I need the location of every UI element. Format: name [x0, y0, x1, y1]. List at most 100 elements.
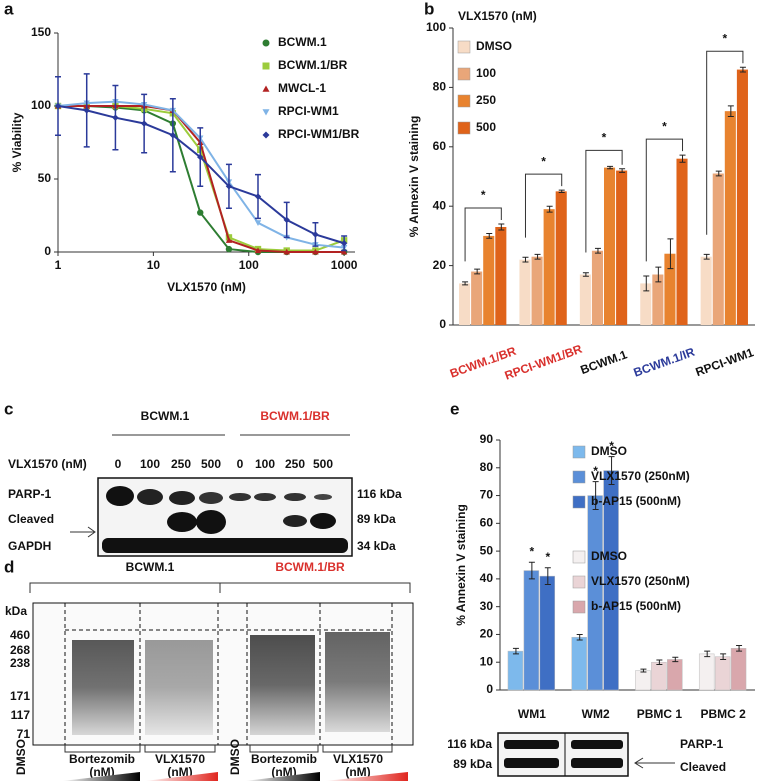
bar [652, 274, 664, 325]
marker [312, 231, 319, 238]
marker [225, 237, 233, 243]
error-bar [667, 238, 674, 270]
legend-label: 100 [476, 66, 496, 80]
annotation: * [541, 154, 546, 168]
error-bar [498, 223, 505, 231]
bracket [585, 149, 623, 253]
size-label: 116 kDa [447, 737, 492, 751]
lane-label: (nM) [167, 765, 192, 779]
bar [604, 167, 616, 325]
error-bar [486, 233, 493, 239]
marker [340, 248, 348, 255]
error-bar [546, 205, 553, 213]
panel-letter: e [450, 399, 459, 418]
y-tick-label: 150 [31, 25, 51, 39]
x-tick-label: PBMC 2 [700, 707, 746, 721]
marker-label: 238 [10, 656, 30, 670]
lane-label: 0 [115, 457, 122, 471]
bar [587, 495, 603, 691]
bar [667, 659, 683, 691]
error-bar [576, 633, 583, 641]
panel-letter: a [4, 0, 14, 18]
x-tick-label: WM1 [518, 707, 546, 721]
band [310, 513, 336, 529]
marker-label: 71 [17, 727, 31, 741]
legend-swatch [572, 445, 586, 459]
kda-title: kDa [5, 604, 27, 618]
band [571, 740, 623, 749]
marker-label: 117 [11, 708, 31, 722]
marker [112, 114, 119, 121]
bracket [706, 50, 744, 235]
y-tick-label: 90 [480, 432, 494, 446]
blot-d: BCWM.1 BCWM.1/BR kDa 460 268 238 171 117… [5, 560, 414, 781]
error-bar [656, 659, 663, 665]
lane-label: 500 [201, 457, 221, 471]
band [284, 493, 306, 501]
legend-label: DMSO [476, 39, 512, 53]
bar [635, 670, 651, 691]
group-label: BCWM.1 [126, 560, 175, 574]
marker [283, 216, 290, 224]
marker [54, 102, 62, 110]
x-tick-label: 1 [55, 258, 62, 272]
bar [571, 636, 587, 691]
marker [262, 39, 270, 47]
legend-label: BCWM.1/BR [278, 58, 348, 72]
legend-swatch [572, 550, 586, 564]
lane-label: VLX1570 [155, 752, 205, 766]
error-bar [522, 256, 529, 263]
y-tick-label: 0 [486, 682, 493, 696]
row-label: PARP-1 [8, 487, 51, 501]
x-tick-label: BCWM.1/IR [632, 345, 697, 380]
arrow [70, 526, 96, 538]
annotation: * [722, 31, 727, 45]
marker [254, 193, 262, 200]
marker [262, 62, 270, 70]
lane-label: (nM) [345, 765, 370, 779]
gradient [325, 772, 408, 781]
gradient [145, 772, 218, 781]
error-bar [474, 268, 481, 275]
error-bar [704, 650, 711, 658]
error-bar [608, 456, 615, 485]
size-label: 34 kDa [357, 539, 396, 553]
legend-label: 250 [476, 93, 496, 107]
series-line [57, 100, 345, 249]
smear [250, 635, 315, 735]
group-label: BCWM.1/BR [260, 409, 330, 423]
x-axis-label: VLX1570 (nM) [167, 280, 246, 294]
legend-label: b-AP15 (500nM) [591, 599, 681, 613]
group-label: BCWM.1/BR [275, 560, 345, 574]
error-bar [544, 567, 551, 585]
marker [262, 109, 270, 116]
error-bar [528, 561, 535, 580]
bar [579, 274, 591, 325]
lane-label: 0 [237, 457, 244, 471]
error-bar [643, 275, 650, 292]
y-tick-label: 20 [433, 258, 447, 272]
bar [523, 570, 540, 691]
marker [262, 131, 270, 139]
legend-swatch [572, 470, 586, 484]
x-tick-label: 1000 [331, 258, 358, 272]
lane-label: 100 [140, 457, 160, 471]
y-tick-label: 10 [480, 654, 494, 668]
y-tick-label: 20 [480, 627, 494, 641]
y-tick-label: 40 [480, 571, 494, 585]
lane-label: 100 [255, 457, 275, 471]
error-bar [739, 66, 746, 73]
error-bar [582, 272, 589, 277]
size-label: 89 kDa [453, 757, 492, 771]
x-tick-label: PBMC 1 [637, 707, 683, 721]
bar [698, 653, 715, 691]
bar [714, 656, 731, 691]
smear [145, 640, 213, 735]
error-bar [640, 668, 647, 673]
y-tick-label: 50 [480, 543, 494, 557]
legend-label: 500 [476, 120, 496, 134]
error-bar [655, 266, 662, 283]
legend-label: BCWM.1 [278, 35, 327, 49]
band [504, 758, 559, 768]
blot-frame [497, 732, 629, 777]
